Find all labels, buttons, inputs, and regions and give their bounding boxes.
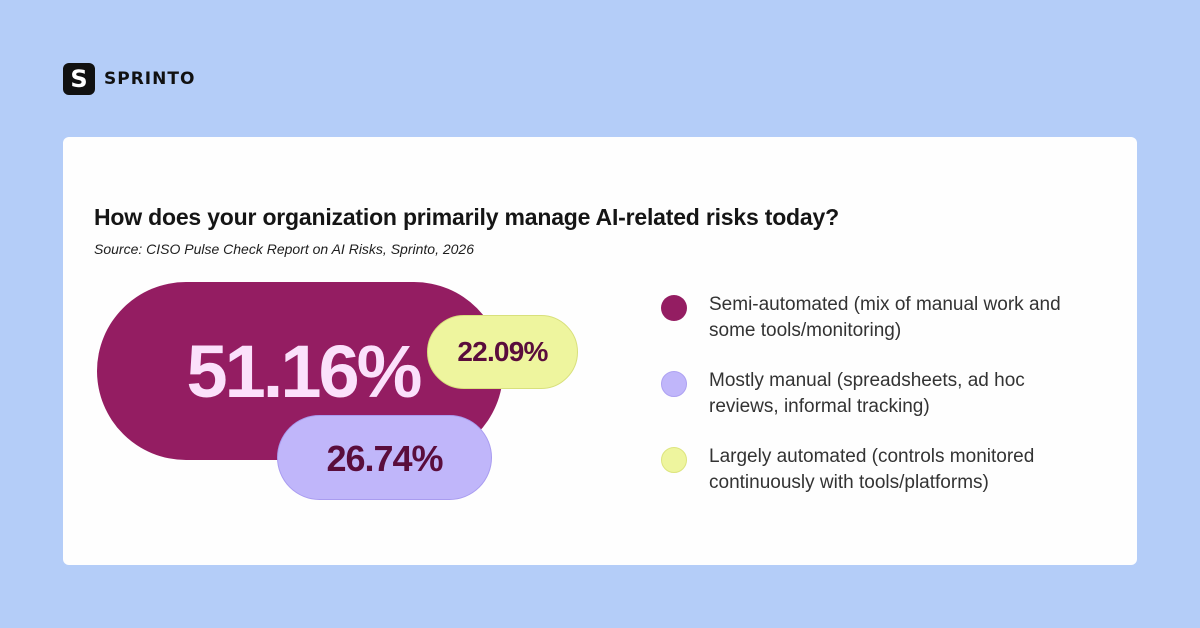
sprinto-logo: S SPRINTO <box>63 63 195 95</box>
chart-source: Source: CISO Pulse Check Report on AI Ri… <box>94 241 474 257</box>
value-mostly-manual: 26.74% <box>326 437 443 479</box>
legend-label: Semi-automated (mix of manual work and s… <box>709 294 1061 341</box>
legend-label: Largely automated (controls monitored co… <box>709 446 1035 493</box>
chart-title: How does your organization primarily man… <box>94 204 839 230</box>
legend-label: Mostly manual (spreadsheets, ad hoc revi… <box>709 370 1025 417</box>
legend: Semi-automated (mix of manual work and s… <box>661 292 1069 520</box>
legend-dot-icon <box>661 447 687 473</box>
pill-mostly-manual: 26.74% <box>277 415 492 500</box>
legend-dot-icon <box>661 371 687 397</box>
legend-dot-icon <box>661 295 687 321</box>
legend-item-semi-automated: Semi-automated (mix of manual work and s… <box>661 292 1069 368</box>
pill-largely-automated: 22.09% <box>427 315 578 389</box>
legend-item-largely-automated: Largely automated (controls monitored co… <box>661 444 1069 520</box>
sprinto-logo-icon: S <box>63 63 95 95</box>
brand-name: SPRINTO <box>104 69 196 89</box>
value-largely-automated: 22.09% <box>457 336 548 367</box>
chart-card: How does your organization primarily man… <box>63 137 1137 565</box>
value-semi-automated: 51.16% <box>186 329 423 413</box>
legend-item-mostly-manual: Mostly manual (spreadsheets, ad hoc revi… <box>661 368 1069 444</box>
